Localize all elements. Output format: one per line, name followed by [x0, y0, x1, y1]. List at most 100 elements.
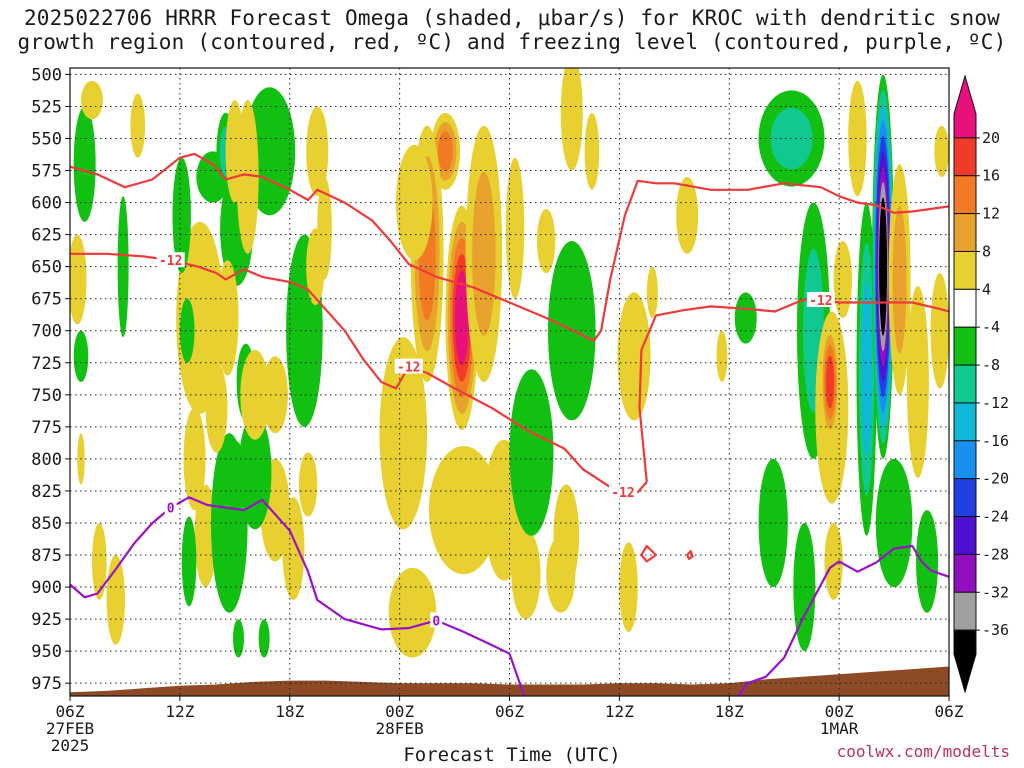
- omega-feature: [306, 106, 329, 197]
- omega-level: [734, 292, 757, 344]
- contour-layer: [70, 152, 949, 696]
- omega-feature: [428, 446, 499, 575]
- omega-feature: [930, 273, 949, 389]
- colorbar-bin: [953, 478, 977, 518]
- x-tick-label: 06Z: [495, 702, 524, 721]
- omega-level: [825, 355, 835, 409]
- colorbar-bin: [953, 364, 977, 404]
- omega-level: [511, 529, 541, 620]
- y-tick-label: 900: [31, 578, 62, 598]
- omega-feature: [117, 196, 129, 338]
- omega-feature: [258, 619, 270, 658]
- omega-level: [646, 266, 658, 318]
- dgz-contour-label: -12: [397, 361, 420, 376]
- dgz-contour-label-bg: [156, 252, 185, 268]
- omega-level: [211, 433, 248, 613]
- y-tick-label: 750: [31, 386, 62, 406]
- colorbar-bin: [953, 516, 977, 555]
- omega-level: [509, 369, 554, 536]
- dgz-contour-line: [640, 544, 658, 563]
- y-tick-label: 800: [31, 450, 62, 470]
- x-tick-label: 06Z: [935, 702, 964, 721]
- omega-level: [117, 196, 129, 338]
- omega-level: [848, 80, 867, 197]
- omega-level: [258, 619, 270, 658]
- omega-level: [298, 452, 318, 517]
- y-tick-label: 775: [31, 418, 62, 438]
- x-tick-sublabel: 28FEB: [376, 719, 424, 738]
- omega-feature: [856, 202, 877, 536]
- omega-level: [716, 330, 728, 382]
- x-tick-sublabel: 27FEB: [46, 719, 94, 738]
- freezing-level-contour: [70, 496, 526, 696]
- omega-feature: [92, 523, 107, 600]
- freezing-level-label: 0: [167, 502, 175, 517]
- colorbar-bin: [953, 137, 977, 177]
- omega-shading-layer: [70, 68, 949, 658]
- colorbar-label: 12: [982, 205, 1000, 223]
- omega-feature: [617, 292, 651, 421]
- dgz-contour-line: [70, 252, 648, 494]
- omega-level: [130, 93, 146, 158]
- omega-feature: [758, 90, 825, 187]
- omega-feature: [106, 554, 125, 645]
- omega-feature: [465, 125, 503, 383]
- omega-level: [172, 157, 191, 274]
- omega-feature: [240, 349, 270, 440]
- x-tick-label: 00Z: [385, 702, 414, 721]
- dgz-contour-line: [638, 298, 949, 483]
- y-tick-label: 650: [31, 258, 62, 278]
- omega-feature: [430, 112, 461, 190]
- omega-level: [92, 523, 107, 600]
- omega-feature: [205, 362, 228, 453]
- colorbar-bin: [953, 326, 977, 366]
- source-credit[interactable]: coolwx.com/modelts: [836, 742, 1010, 761]
- colorbar-label: -28: [982, 545, 1009, 563]
- colorbar-label: -36: [982, 621, 1009, 639]
- omega-level: [73, 330, 89, 382]
- omega-level: [106, 554, 125, 645]
- colorbar-label: 20: [982, 129, 1000, 147]
- omega-feature: [232, 619, 244, 658]
- omega-level: [553, 484, 580, 588]
- omega-feature: [646, 266, 658, 318]
- freezing-level-label: 0: [432, 614, 440, 629]
- omega-feature: [73, 106, 96, 222]
- omega-feature: [888, 164, 911, 395]
- y-tick-label: 925: [31, 610, 62, 630]
- colorbar-bin: [953, 553, 977, 593]
- omega-feature: [536, 209, 556, 274]
- dgz-contour-line: [686, 550, 694, 560]
- omega-feature: [833, 241, 852, 318]
- colorbar-label: 16: [982, 167, 1000, 185]
- colorbar-label: 8: [982, 242, 991, 260]
- omega-level: [205, 362, 228, 453]
- y-tick-label: 825: [31, 482, 62, 502]
- omega-feature: [934, 125, 949, 177]
- omega-feature: [172, 157, 191, 274]
- omega-feature: [183, 407, 206, 511]
- omega-level: [619, 542, 638, 632]
- omega-feature: [716, 330, 728, 382]
- omega-level: [176, 221, 224, 415]
- omega-feature: [509, 369, 554, 536]
- colorbar-bin: [953, 288, 977, 328]
- omega-level: [388, 567, 437, 658]
- omega-level: [80, 80, 103, 120]
- omega-level: [194, 484, 217, 588]
- omega-level: [437, 131, 454, 172]
- x-tick-label: 18Z: [715, 702, 744, 721]
- omega-level: [793, 522, 816, 652]
- colorbar: 20 16 12 8 4 -4 -8 -12 -16 -20 -24 -28 -32 -36: [953, 74, 1009, 694]
- y-tick-label: 875: [31, 546, 62, 566]
- omega-level: [282, 497, 305, 600]
- omega-level: [560, 68, 583, 171]
- y-tick-label: 500: [31, 65, 62, 85]
- colorbar-bin: [953, 629, 977, 694]
- omega-level: [676, 176, 699, 254]
- dgz-contour-label: -12: [159, 254, 182, 269]
- omega-level: [906, 285, 929, 479]
- omega-feature: [130, 93, 146, 158]
